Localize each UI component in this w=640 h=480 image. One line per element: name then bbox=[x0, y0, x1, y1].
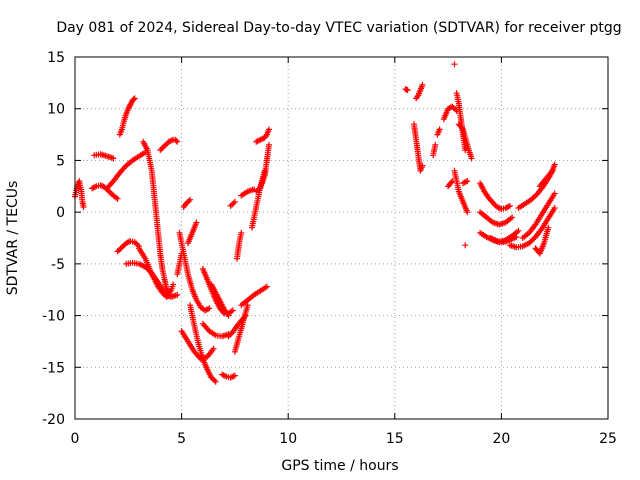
data-point bbox=[170, 281, 177, 288]
y-tick-label: -20 bbox=[42, 412, 65, 428]
data-point bbox=[548, 169, 555, 176]
data-point bbox=[174, 138, 181, 145]
data-point bbox=[204, 306, 211, 312]
data-point bbox=[451, 61, 458, 68]
data-point bbox=[187, 196, 194, 203]
data-point bbox=[226, 331, 233, 338]
x-tick-label: 25 bbox=[599, 431, 617, 447]
data-marks bbox=[72, 61, 558, 385]
data-point bbox=[509, 214, 516, 221]
data-point bbox=[263, 283, 270, 290]
x-axis-label: GPS time / hours bbox=[281, 458, 398, 474]
data-point bbox=[174, 291, 181, 298]
data-point bbox=[419, 81, 426, 88]
data-point bbox=[448, 179, 455, 186]
data-point bbox=[404, 87, 411, 94]
data-point bbox=[504, 204, 511, 211]
data-point bbox=[203, 306, 210, 313]
x-tick-label: 15 bbox=[386, 431, 404, 447]
x-tick-label: 20 bbox=[492, 431, 510, 447]
data-point bbox=[436, 126, 443, 133]
data-point bbox=[450, 105, 457, 111]
data-point bbox=[80, 204, 87, 210]
x-tick-label: 5 bbox=[177, 431, 186, 447]
chart-title: Day 081 of 2024, Sidereal Day-to-day VTE… bbox=[56, 20, 621, 36]
data-point bbox=[549, 167, 556, 174]
data-point bbox=[212, 378, 219, 385]
x-tick-label: 0 bbox=[71, 431, 80, 447]
data-point bbox=[449, 178, 456, 185]
data-point bbox=[130, 96, 137, 103]
data-point bbox=[506, 202, 513, 209]
data-point bbox=[229, 307, 236, 314]
data-point bbox=[432, 141, 439, 148]
y-tick-label: -10 bbox=[42, 309, 65, 325]
y-tick-label: 15 bbox=[47, 50, 65, 66]
data-point bbox=[158, 145, 165, 152]
data-point bbox=[193, 219, 200, 226]
data-point bbox=[173, 137, 180, 144]
y-axis: -20 -15 -10 -5 0 5 10 15 bbox=[42, 50, 608, 428]
data-point bbox=[211, 377, 218, 384]
data-point bbox=[167, 291, 174, 298]
x-tick-label: 10 bbox=[279, 431, 297, 447]
data-point bbox=[131, 95, 138, 102]
data-point bbox=[231, 372, 238, 379]
data-point bbox=[91, 184, 98, 190]
data-point bbox=[459, 125, 465, 132]
data-point bbox=[231, 198, 238, 205]
data-point bbox=[114, 195, 121, 202]
data-point bbox=[515, 227, 522, 234]
data-point bbox=[120, 242, 127, 249]
y-tick-label: 5 bbox=[56, 153, 65, 169]
data-point bbox=[419, 162, 426, 169]
data-point bbox=[551, 190, 558, 197]
plot-frame bbox=[74, 56, 609, 420]
y-tick-label: -5 bbox=[51, 257, 65, 273]
data-point bbox=[225, 312, 232, 319]
data-point bbox=[185, 198, 192, 205]
data-point bbox=[266, 141, 272, 148]
data-point bbox=[513, 234, 520, 240]
data-point bbox=[157, 147, 164, 154]
data-point bbox=[210, 345, 217, 352]
data-point bbox=[244, 302, 251, 309]
y-tick-label: 10 bbox=[47, 102, 65, 118]
data-point bbox=[551, 161, 558, 168]
data-point bbox=[468, 155, 475, 162]
y-tick-label: -15 bbox=[42, 360, 65, 376]
data-point bbox=[110, 155, 117, 162]
data-point bbox=[206, 305, 213, 312]
y-tick-label: 0 bbox=[56, 205, 65, 221]
grid bbox=[75, 57, 608, 419]
data-point bbox=[545, 224, 552, 231]
x-axis: 0 5 10 15 20 25 bbox=[71, 57, 617, 447]
y-axis-label: SDTVAR / TECUs bbox=[5, 181, 21, 296]
data-point bbox=[266, 126, 272, 133]
data-point bbox=[462, 242, 469, 249]
data-point bbox=[464, 178, 471, 185]
data-point bbox=[464, 209, 471, 216]
data-point bbox=[238, 229, 245, 236]
data-point bbox=[551, 205, 558, 211]
